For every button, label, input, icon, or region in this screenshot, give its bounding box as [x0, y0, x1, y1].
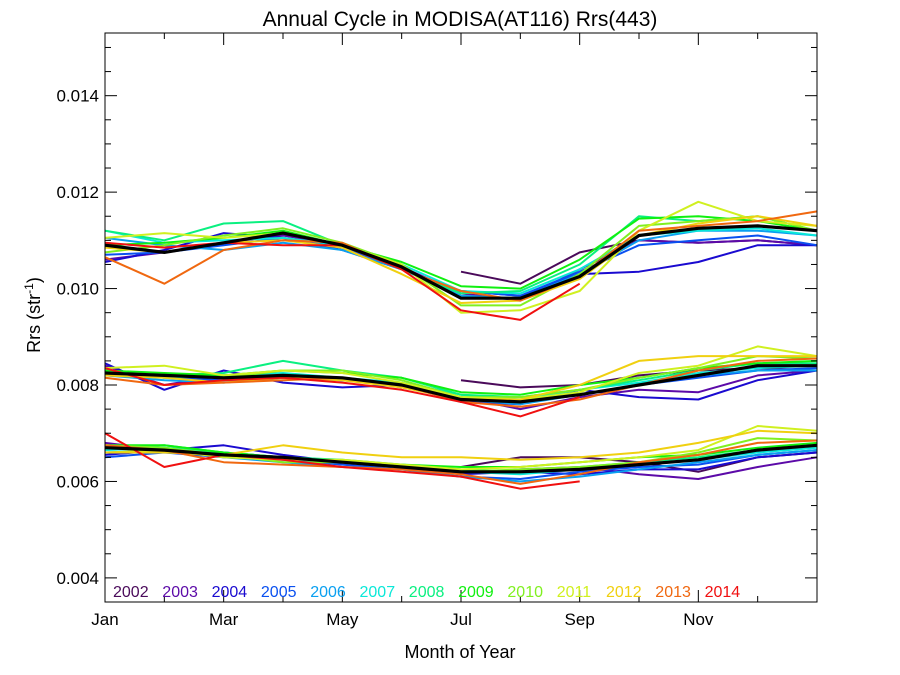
x-axis: Jan Mar May Jul Sep Nov: [91, 33, 759, 629]
x-tick-label: Jul: [450, 610, 472, 629]
y-tick-label: 0.006: [56, 472, 99, 491]
y-tick-label: 0.010: [56, 280, 99, 299]
y-axis-label: Rrs (str-1): [22, 277, 44, 353]
series-line-2014-band-2: [104, 367, 581, 418]
y-axis-label-superscript: -1: [22, 283, 36, 294]
y-axis-label-main: Rrs (str: [24, 294, 44, 353]
y-axis: 0.004 0.006 0.008 0.010 0.012 0.014: [56, 46, 817, 603]
y-tick-label: 0.012: [56, 183, 99, 202]
legend-item-2005: 2005: [261, 584, 297, 601]
series-line-2013-band-3: [104, 439, 818, 485]
x-tick-label: Sep: [565, 610, 595, 629]
y-tick-label: 0.008: [56, 376, 99, 395]
y-axis-label-close: ): [24, 277, 44, 283]
legend-item-2010: 2010: [507, 584, 543, 601]
x-tick-label: Jan: [91, 610, 118, 629]
climatology-line-band-2: [104, 364, 817, 404]
plot-lines: [104, 200, 818, 490]
legend-item-2014: 2014: [705, 584, 741, 601]
y-tick-label: 0.014: [56, 87, 99, 106]
legend-item-2002: 2002: [113, 584, 149, 601]
legend-item-2008: 2008: [409, 584, 445, 601]
series-line-2011-band-3: [104, 425, 818, 471]
legend-item-2003: 2003: [162, 584, 198, 601]
climatology-line-band-3: [104, 443, 818, 474]
x-axis-label: Month of Year: [404, 642, 515, 662]
legend: 2002 2003 2004 2005 2006 2007 2008 2009 2010 2011…: [113, 584, 740, 601]
plot-frame: [104, 32, 818, 603]
climatology-line-band-1: [104, 224, 818, 300]
legend-item-2013: 2013: [655, 584, 691, 601]
y-tick-label: 0.004: [56, 569, 99, 588]
x-tick-label: Mar: [209, 610, 239, 629]
series-line-2002-band-1: [460, 239, 818, 285]
series-line-2013-band-1: [104, 210, 818, 302]
series-line-2011-band-2: [104, 345, 818, 401]
legend-item-2007: 2007: [360, 584, 396, 601]
chart-title: Annual Cycle in MODISA(AT116) Rrs(443): [263, 8, 658, 31]
legend-item-2009: 2009: [458, 584, 494, 601]
legend-item-2006: 2006: [310, 584, 346, 601]
series-line-2014-band-3: [104, 432, 580, 490]
legend-item-2011: 2011: [557, 584, 592, 601]
legend-item-2012: 2012: [606, 584, 642, 601]
x-tick-label: May: [326, 610, 359, 629]
series-line-2010-band-1: [104, 215, 818, 307]
x-tick-label: Nov: [683, 610, 714, 629]
series-line-2011-band-1: [104, 200, 818, 314]
legend-item-2004: 2004: [212, 584, 248, 601]
